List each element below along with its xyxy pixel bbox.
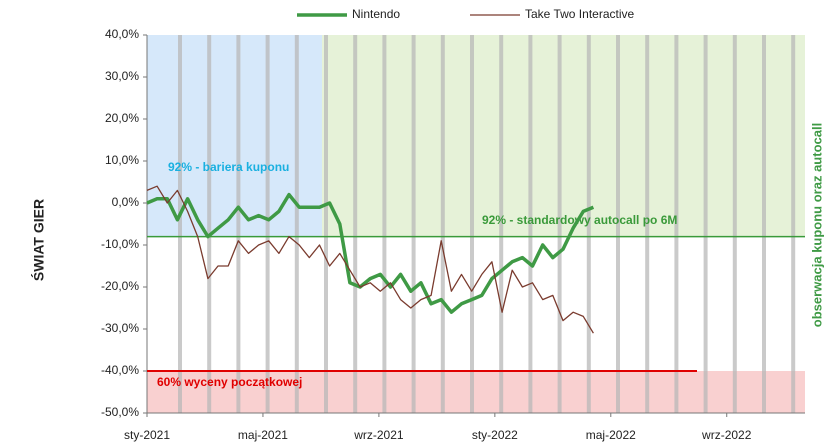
observation-stripe: [324, 35, 328, 413]
observation-stripe: [411, 35, 416, 413]
observation-stripe: [294, 35, 299, 413]
observation-stripe: [499, 35, 504, 413]
x-tick-label: wrz-2022: [701, 428, 752, 442]
observation-stripe: [791, 35, 796, 413]
reference-label: 60% wyceny początkowej: [157, 375, 302, 389]
observation-stripe: [470, 35, 474, 413]
observation-stripe: [236, 35, 241, 413]
series-line: [146, 192, 595, 314]
observation-stripe: [207, 35, 212, 413]
observation-stripe: [616, 35, 620, 413]
annotation: 92% - bariera kuponu: [168, 160, 289, 174]
observation-stripe: [586, 35, 591, 413]
y-tick-label: -40,0%: [101, 363, 139, 377]
x-tick-label: maj-2021: [238, 428, 288, 442]
x-tick-label: sty-2021: [124, 428, 170, 442]
y-tick-label: -50,0%: [101, 405, 139, 419]
observation-stripe: [645, 35, 650, 413]
observation-stripe: [440, 35, 445, 413]
y-tick-label: 30,0%: [105, 69, 139, 83]
observation-stripe: [703, 35, 708, 413]
observation-stripe: [557, 35, 562, 413]
observation-stripe: [382, 35, 387, 413]
legend-label: Nintendo: [352, 7, 400, 21]
y-title: ŚWIAT GIER: [30, 199, 47, 281]
y-tick-label: -10,0%: [101, 237, 139, 251]
observation-stripe: [674, 35, 679, 413]
x-tick-label: maj-2022: [586, 428, 636, 442]
autocall-zone: [322, 35, 805, 237]
loss-zone: [147, 371, 805, 413]
coupon-zone: [147, 35, 322, 237]
series-line: [146, 185, 594, 334]
x-tick-label: sty-2022: [472, 428, 518, 442]
y-tick-label: -20,0%: [101, 279, 139, 293]
observation-stripe: [762, 35, 766, 413]
legend-label: Take Two Interactive: [525, 7, 634, 21]
observation-stripe: [353, 35, 358, 413]
x-tick-label: wrz-2021: [353, 428, 404, 442]
y-tick-label: 20,0%: [105, 111, 139, 125]
observation-stripe: [178, 35, 182, 413]
observation-stripe: [528, 35, 533, 413]
observation-stripe: [265, 35, 270, 413]
y-tick-label: 40,0%: [105, 27, 139, 41]
y2-title: obserwacja kuponu oraz autocall: [809, 123, 824, 327]
y-tick-label: 0,0%: [112, 195, 140, 209]
observation-stripe: [732, 35, 737, 413]
y-tick-label: 10,0%: [105, 153, 139, 167]
y-tick-label: -30,0%: [101, 321, 139, 335]
